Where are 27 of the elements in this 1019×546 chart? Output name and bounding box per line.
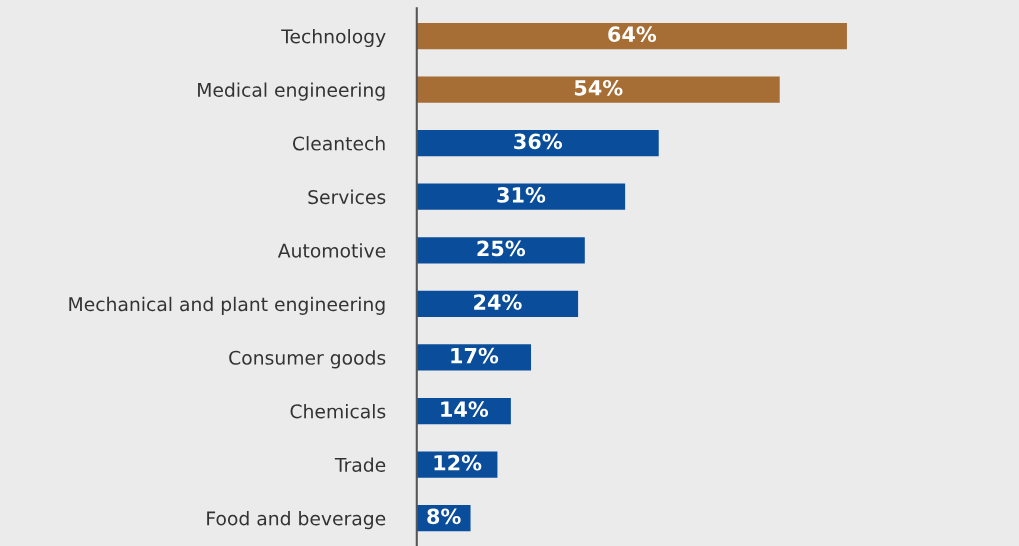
y-tick-label: Services xyxy=(308,189,386,205)
data-label: 54% xyxy=(574,79,623,96)
y-tick-label: Medical engineering xyxy=(198,82,385,101)
bar xyxy=(416,130,659,157)
y-tick-label: Technology xyxy=(281,28,386,48)
y-tick-label: Consumer goods xyxy=(229,350,386,369)
data-label: 12% xyxy=(434,454,482,471)
data-label: 31% xyxy=(497,187,546,203)
y-tick-label: Automotive xyxy=(277,243,386,258)
bar xyxy=(416,76,780,103)
data-label: 14% xyxy=(441,401,489,418)
data-label: 17% xyxy=(451,347,499,364)
y-tick-label: Cleantech xyxy=(292,136,385,151)
bar xyxy=(416,290,579,317)
data-label: 36% xyxy=(514,133,563,150)
data-label: 64% xyxy=(608,26,657,43)
bar xyxy=(416,344,532,371)
data-label: 24% xyxy=(474,294,522,310)
bar xyxy=(416,22,847,50)
y-tick-label: Food and beverage xyxy=(207,511,386,530)
bar xyxy=(416,237,585,264)
y-tick-label: Mechanical and plant engineering xyxy=(69,296,385,315)
data-label: 25% xyxy=(477,240,526,257)
bar xyxy=(416,183,626,210)
data-label: 8% xyxy=(427,508,461,525)
y-tick-label: Trade xyxy=(334,457,386,472)
y-tick-label: Chemicals xyxy=(290,403,386,419)
